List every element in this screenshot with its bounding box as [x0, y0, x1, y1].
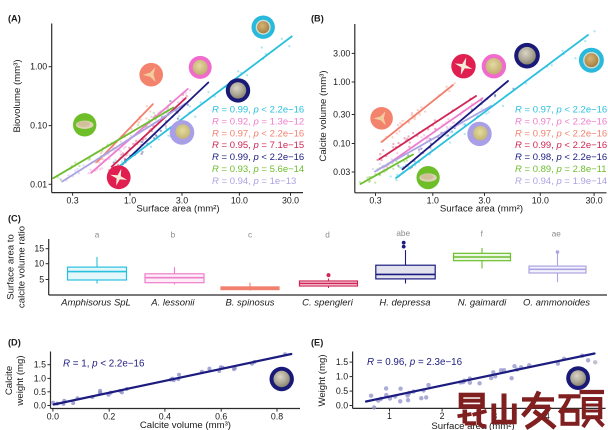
svg-text:R = 0.92, p = 1.3e−12: R = 0.92, p = 1.3e−12 — [212, 116, 304, 127]
svg-text:Weight (mg): Weight (mg) — [317, 354, 328, 406]
svg-text:1.0: 1.0 — [124, 196, 136, 206]
svg-text:0.10: 0.10 — [30, 121, 47, 131]
svg-text:1.5: 1.5 — [336, 357, 348, 367]
svg-text:10: 10 — [34, 259, 44, 269]
svg-text:R = 0.99, p < 2.2e−16: R = 0.99, p < 2.2e−16 — [515, 140, 607, 151]
svg-text:0.4: 0.4 — [159, 412, 171, 422]
svg-text:0.0: 0.0 — [34, 401, 46, 411]
svg-text:0.01: 0.01 — [30, 179, 47, 189]
svg-text:4: 4 — [545, 411, 550, 421]
svg-text:0.03: 0.03 — [333, 167, 350, 177]
svg-text:R = 0.89, p = 2.8e−11: R = 0.89, p = 2.8e−11 — [515, 164, 607, 175]
svg-text:Surface area (mm²): Surface area (mm²) — [440, 204, 523, 215]
svg-text:3.00: 3.00 — [333, 48, 350, 58]
svg-text:d: d — [325, 231, 330, 240]
svg-text:f: f — [481, 230, 484, 239]
svg-text:C. spengleri: C. spengleri — [302, 298, 354, 309]
svg-text:0.8: 0.8 — [271, 412, 283, 422]
svg-text:ae: ae — [552, 230, 562, 239]
svg-text:R = 0.99, p < 2.2e−16: R = 0.99, p < 2.2e−16 — [212, 152, 304, 163]
svg-text:1: 1 — [387, 411, 392, 421]
svg-text:0.3: 0.3 — [369, 196, 381, 206]
svg-text:2: 2 — [440, 411, 445, 421]
svg-text:1.0: 1.0 — [427, 196, 439, 206]
svg-text:H. depressa: H. depressa — [379, 298, 430, 309]
svg-text:N. gaimardi: N. gaimardi — [458, 298, 507, 309]
svg-text:R = 0.94, p = 1.9e−14: R = 0.94, p = 1.9e−14 — [515, 176, 607, 187]
svg-text:Biovolume (mm³): Biovolume (mm³) — [12, 59, 23, 132]
svg-text:3.0: 3.0 — [478, 196, 490, 206]
svg-text:(B): (B) — [311, 14, 324, 24]
svg-text:b: b — [171, 231, 176, 240]
svg-text:R = 0.97, p < 2.2e−16: R = 0.97, p < 2.2e−16 — [212, 128, 304, 139]
svg-text:O. ammonoides: O. ammonoides — [523, 298, 590, 309]
svg-text:0.10: 0.10 — [333, 139, 350, 149]
svg-text:a: a — [95, 231, 100, 240]
svg-text:0.3: 0.3 — [66, 196, 78, 206]
svg-text:3.0: 3.0 — [176, 196, 188, 206]
svg-text:0.2: 0.2 — [103, 412, 115, 422]
svg-text:0.5: 0.5 — [336, 386, 348, 396]
svg-text:R = 0.95, p = 7.1e−15: R = 0.95, p = 7.1e−15 — [212, 140, 304, 151]
svg-text:1.0: 1.0 — [336, 372, 348, 382]
svg-text:0.5: 0.5 — [34, 387, 46, 397]
svg-text:1.5: 1.5 — [34, 360, 46, 370]
svg-text:A. lessonii: A. lessonii — [150, 298, 195, 309]
svg-text:(C): (C) — [8, 214, 21, 224]
svg-text:Calcite volume (mm³): Calcite volume (mm³) — [318, 70, 329, 161]
svg-text:R = 0.94, p = 1e−13: R = 0.94, p = 1e−13 — [212, 176, 296, 187]
svg-text:Surface area (mm²): Surface area (mm²) — [136, 204, 219, 215]
svg-text:R = 0.98, p < 2.2e−16: R = 0.98, p < 2.2e−16 — [515, 152, 607, 163]
svg-text:10.0: 10.0 — [532, 196, 549, 206]
svg-text:weight (mg): weight (mg) — [15, 355, 26, 406]
svg-text:30.0: 30.0 — [586, 196, 603, 206]
svg-text:(D): (D) — [8, 338, 21, 348]
svg-text:15: 15 — [34, 244, 44, 254]
svg-text:5: 5 — [39, 275, 44, 285]
svg-text:R = 0.99, p < 2.2e−16: R = 0.99, p < 2.2e−16 — [212, 104, 304, 115]
svg-text:(E): (E) — [311, 338, 323, 348]
svg-text:R = 0.96, p = 2.3e−16: R = 0.96, p = 2.3e−16 — [367, 357, 463, 368]
svg-text:R = 0.97, p < 2.2e−16: R = 0.97, p < 2.2e−16 — [515, 128, 607, 139]
svg-text:0.0: 0.0 — [47, 412, 59, 422]
svg-text:0.0: 0.0 — [336, 401, 348, 411]
svg-text:Amphisorus SpL: Amphisorus SpL — [60, 298, 131, 309]
svg-text:abe: abe — [396, 229, 410, 238]
svg-text:Calcite: Calcite — [4, 366, 15, 395]
svg-text:(A): (A) — [8, 14, 21, 24]
svg-text:1.00: 1.00 — [333, 77, 350, 87]
svg-text:R = 0.97, p < 2.2e−16: R = 0.97, p < 2.2e−16 — [515, 104, 607, 115]
svg-text:1.0: 1.0 — [34, 373, 46, 383]
svg-text:R = 0.97, p < 2.2e−16: R = 0.97, p < 2.2e−16 — [515, 116, 607, 127]
svg-text:1.00: 1.00 — [30, 62, 47, 72]
svg-text:calcite volume ratio: calcite volume ratio — [17, 226, 28, 308]
svg-text:R = 0.93, p = 5.6e−14: R = 0.93, p = 5.6e−14 — [212, 164, 304, 175]
svg-text:Surface area to: Surface area to — [6, 234, 17, 300]
svg-text:B. spinosus: B. spinosus — [225, 298, 274, 309]
svg-text:0.30: 0.30 — [333, 110, 350, 120]
svg-text:30.0: 30.0 — [282, 196, 299, 206]
svg-text:c: c — [248, 231, 252, 240]
svg-text:Calcite volume (mm³): Calcite volume (mm³) — [140, 420, 231, 430]
svg-text:R = 1, p < 2.2e−16: R = 1, p < 2.2e−16 — [63, 359, 145, 370]
svg-text:0.6: 0.6 — [215, 412, 227, 422]
svg-text:10.0: 10.0 — [231, 196, 248, 206]
